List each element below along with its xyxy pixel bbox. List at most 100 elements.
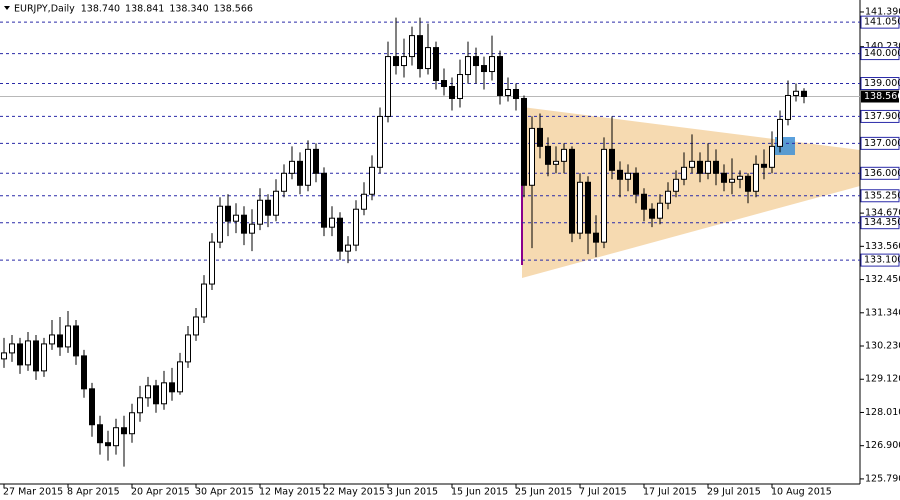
candle-body <box>289 160 295 174</box>
candle-body <box>97 424 103 444</box>
current-price-box <box>861 90 899 103</box>
candle-body <box>281 172 287 192</box>
level-label: 139.000 <box>864 78 900 89</box>
candle-body <box>801 90 807 98</box>
candle-body <box>169 382 175 393</box>
y-tick-label: 133.560 <box>865 241 900 252</box>
level-label: 135.250 <box>864 190 900 201</box>
candle-body <box>353 208 359 246</box>
y-tick-label: 126.900 <box>865 440 900 451</box>
chart-title: EURJPY,Daily <box>14 4 75 15</box>
x-tick-label: 15 Jun 2015 <box>451 487 508 498</box>
level-label: 140.000 <box>864 48 900 59</box>
candle-body <box>785 94 791 120</box>
candle-body <box>185 334 191 363</box>
candle-body <box>273 190 279 216</box>
candle-body <box>217 205 223 243</box>
candle-body <box>497 56 503 96</box>
candle-body <box>673 178 679 192</box>
candle-body <box>129 412 135 435</box>
candle-body <box>105 442 111 447</box>
y-tick-label: 125.790 <box>865 473 900 484</box>
x-tick-label: 8 Apr 2015 <box>67 487 120 498</box>
candle-body <box>585 181 591 234</box>
candle-body <box>513 88 519 99</box>
candle-body <box>249 223 255 234</box>
candle-body <box>329 217 335 228</box>
level-label-box <box>860 109 900 123</box>
candle-body <box>25 340 31 366</box>
x-tick-label: 7 Jul 2015 <box>579 487 627 498</box>
candle-body <box>561 148 567 162</box>
candle-body <box>433 47 439 82</box>
candle-body <box>121 427 127 435</box>
level-label-box <box>860 15 900 29</box>
candle-body <box>209 241 215 285</box>
candle-body <box>745 175 751 192</box>
candle-body <box>577 181 583 234</box>
level-label-box <box>860 189 900 203</box>
x-tick-label: 30 Apr 2015 <box>195 487 254 498</box>
candle-body <box>145 385 151 399</box>
candle-body <box>89 388 95 426</box>
y-tick-label: 128.010 <box>865 407 900 418</box>
candle-body <box>1 352 7 360</box>
candle-body <box>617 169 623 180</box>
candle-body <box>337 217 343 252</box>
candle-body <box>769 145 775 168</box>
candle-body <box>625 172 631 180</box>
candle-body <box>297 160 303 186</box>
candle-body <box>377 115 383 168</box>
candle-body <box>641 193 647 210</box>
level-label: 136.000 <box>864 168 900 179</box>
candle-body <box>529 127 535 186</box>
candle-body <box>177 361 183 393</box>
x-tick-label: 27 Mar 2015 <box>3 487 63 498</box>
candle-body <box>489 56 495 73</box>
x-tick-label: 29 Jul 2015 <box>707 487 761 498</box>
candle-body <box>649 208 655 219</box>
candle-body <box>153 385 159 405</box>
candle-body <box>465 56 471 76</box>
candle-body <box>729 178 735 183</box>
y-tick-label: 132.450 <box>865 274 900 285</box>
candle-body <box>417 35 423 70</box>
candle-body <box>233 214 239 222</box>
title-marker <box>4 6 10 10</box>
candle-body <box>33 340 39 372</box>
y-tick-label: 130.230 <box>865 341 900 352</box>
level-label: 141.050 <box>864 17 900 28</box>
candle-body <box>633 172 639 195</box>
candle-body <box>601 148 607 243</box>
header-value: 138.841 <box>125 4 164 15</box>
candle-body <box>57 334 63 348</box>
candle-body <box>537 127 543 147</box>
candle-body <box>609 148 615 171</box>
candle-body <box>161 382 167 405</box>
y-tick-label: 134.670 <box>865 208 900 219</box>
candle-body <box>17 343 23 366</box>
candle-body <box>73 325 79 357</box>
level-label-box <box>860 136 900 150</box>
candle-body <box>305 148 311 186</box>
candle-body <box>681 166 687 180</box>
candle-body <box>409 35 415 58</box>
candle-body <box>657 202 663 219</box>
candle-body <box>81 355 87 390</box>
candle-body <box>65 325 71 348</box>
header-value: 138.740 <box>81 4 120 15</box>
candle-body <box>569 148 575 234</box>
candle-body <box>345 244 351 252</box>
current-price-label: 138.566 <box>864 91 900 102</box>
candle-body <box>737 175 743 180</box>
y-tick-label: 131.340 <box>865 307 900 318</box>
candle-body <box>137 397 143 414</box>
level-label-box <box>860 216 900 230</box>
candle-body <box>361 193 367 210</box>
level-label: 137.000 <box>864 138 900 149</box>
level-label-box <box>860 253 900 267</box>
candle-body <box>49 334 55 345</box>
candle-body <box>369 166 375 195</box>
candle-body <box>9 343 15 354</box>
